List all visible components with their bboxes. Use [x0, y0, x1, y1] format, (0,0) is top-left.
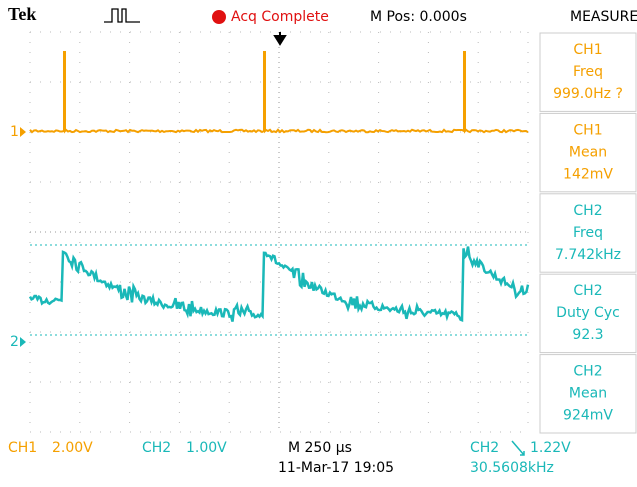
ch1-scale: 2.00V	[52, 440, 93, 456]
ch1-marker-arrow	[20, 127, 26, 137]
panel-title: MEASURE	[570, 9, 637, 25]
trigger-icon	[104, 8, 140, 23]
measure-source: CH1	[573, 42, 602, 58]
measure-source: CH2	[573, 364, 602, 380]
ch2-scale: 1.00V	[186, 440, 227, 456]
measure-box	[539, 354, 637, 434]
measure-label: Freq	[573, 64, 603, 80]
measure-box	[539, 32, 637, 112]
measure-value: 7.742kHz	[555, 247, 621, 263]
measure-source: CH2	[573, 283, 602, 299]
trigger-freq: 30.5608kHz	[470, 460, 554, 476]
measure-label: Mean	[569, 386, 607, 402]
timebase: M 250 µs	[288, 440, 352, 456]
date: 11-Mar-17 19:05	[278, 460, 394, 476]
status: Acq Complete	[231, 9, 329, 25]
measure-label: Mean	[569, 144, 607, 160]
measure-value: 999.0Hz ?	[553, 86, 623, 102]
trigger-level: 1.22V	[530, 440, 571, 456]
ch2-marker-arrow	[20, 337, 26, 347]
graticule	[29, 31, 529, 433]
ch2-marker: 2	[10, 334, 19, 350]
ch1-label: CH1	[8, 440, 37, 456]
brand: Tek	[8, 4, 36, 24]
measure-box	[539, 193, 637, 273]
trigger-source: CH2	[470, 440, 499, 456]
status-dot	[212, 10, 226, 24]
measure-source: CH1	[573, 122, 602, 138]
position: M Pos: 0.000s	[370, 9, 467, 25]
ch1-trace	[29, 51, 529, 134]
trigger-slope	[511, 440, 525, 456]
measure-label: Freq	[573, 225, 603, 241]
ch1-marker: 1	[10, 124, 19, 140]
measure-label: Duty Cyc	[556, 305, 620, 321]
trigger-position	[273, 32, 287, 46]
measure-value: 924mV	[563, 408, 613, 424]
measure-source: CH2	[573, 203, 602, 219]
measure-box	[539, 273, 637, 354]
ch2-trace	[28, 246, 530, 323]
measure-box	[539, 112, 637, 193]
ch2-label: CH2	[142, 440, 171, 456]
measure-panel: CH1 Freq 999.0Hz ? CH1 Mean 142mV CH2 Freq 7.742…	[539, 32, 637, 434]
measure-value: 92.3	[572, 327, 603, 343]
measure-value: 142mV	[563, 166, 613, 182]
